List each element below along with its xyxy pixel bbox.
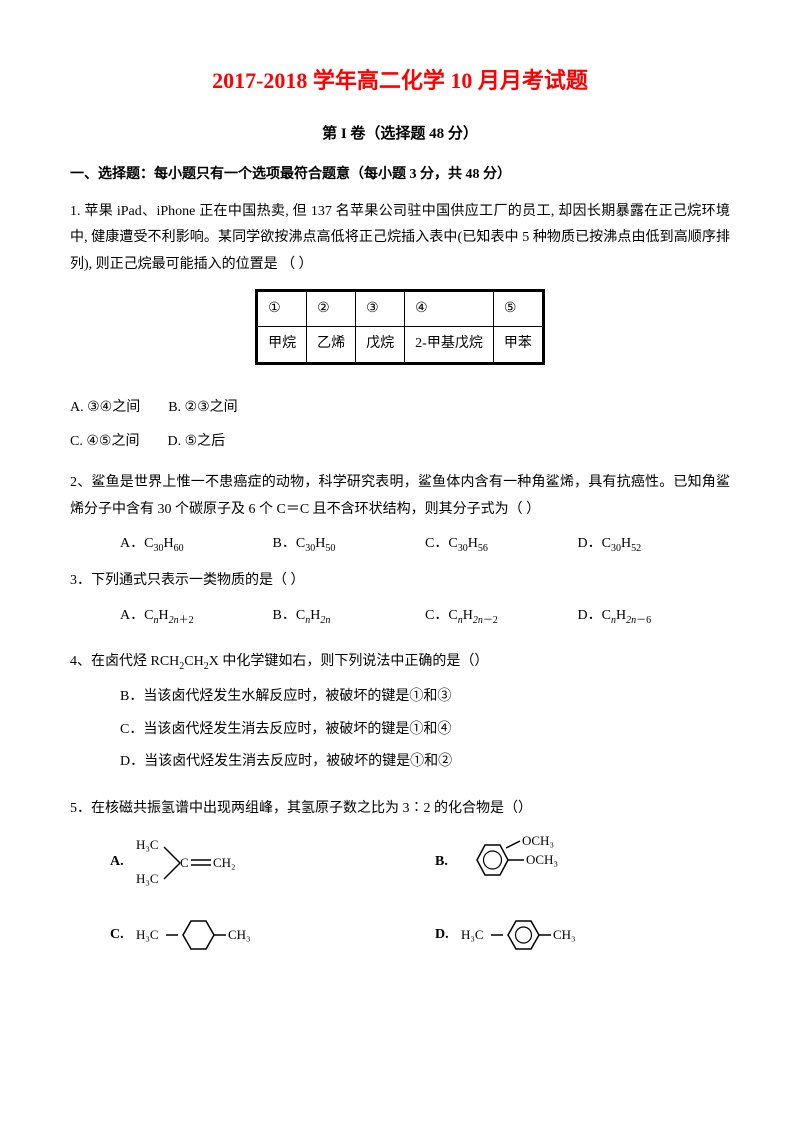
q5-opt-c: C. H₃C CH₃	[110, 913, 405, 958]
q5-opt-a: A. H₃C H₃C C CH₂	[110, 833, 405, 893]
question-4-text: 4、在卤代烃 RCH2CH2X 中化学键如右，则下列说法中正确的是（）	[70, 649, 730, 676]
svg-text:CH₃: CH₃	[228, 927, 251, 942]
q4-opt-d: D．当该卤代烃发生消去反应时，被破坏的键是①和②	[120, 749, 730, 776]
q2-options: A．C30H60 B．C30H50 C．C30H56 D．C30H52	[70, 531, 730, 558]
q1-opt-c: C. ④⑤之间	[70, 434, 139, 449]
q2-opt-d: D．C30H52	[578, 531, 731, 558]
q5-label-b: B.	[435, 849, 448, 876]
question-1-text: 1. 苹果 iPad、iPhone 正在中国热卖, 但 137 名苹果公司驻中国…	[70, 199, 730, 279]
q5-label-a: A.	[110, 849, 124, 876]
q1-options-row1: A. ③④之间 B. ②③之间	[70, 395, 730, 422]
svg-text:OCH₃: OCH₃	[526, 852, 558, 867]
th-2: ②	[307, 290, 356, 327]
th-1: ①	[257, 290, 307, 327]
td-1: 甲烷	[257, 327, 307, 364]
svg-text:H₃C: H₃C	[136, 927, 159, 942]
q2-opt-b: B．C30H50	[273, 531, 426, 558]
structure-b-icon: OCH₃ OCH₃	[460, 833, 580, 893]
structure-d-icon: H₃C CH₃	[461, 913, 611, 958]
svg-text:CH₂: CH₂	[213, 855, 236, 870]
q3-opt-d: D．CnH2n－6	[578, 603, 731, 630]
q1-table: ① ② ③ ④ ⑤ 甲烷 乙烯 戊烷 2-甲基戊烷 甲苯	[255, 289, 545, 365]
q5-opt-d: D. H₃C CH₃	[435, 913, 730, 958]
q2-opt-c: C．C30H56	[425, 531, 578, 558]
th-5: ⑤	[493, 290, 543, 327]
question-5-text: 5．在核磁共振氢谱中出现两组峰，其氢原子数之比为 3∶2 的化合物是（）	[70, 796, 730, 823]
section-subtitle: 第 I 卷（选择题 48 分）	[70, 120, 730, 149]
q5-options: A. H₃C H₃C C CH₂ B. OCH₃ OCH₃ C. H₃C	[70, 833, 730, 958]
q1-options-row2: C. ④⑤之间 D. ⑤之后	[70, 429, 730, 456]
q5-opt-b: B. OCH₃ OCH₃	[435, 833, 730, 893]
svg-text:H₃C: H₃C	[136, 871, 159, 886]
svg-text:H₃C: H₃C	[461, 927, 484, 942]
structure-c-icon: H₃C CH₃	[136, 913, 286, 958]
q1-opt-a: A. ③④之间	[70, 400, 140, 415]
q3-opt-b: B．CnH2n	[273, 603, 426, 630]
q3-opt-c: C．CnH2n－2	[425, 603, 578, 630]
td-3: 戊烷	[356, 327, 405, 364]
svg-text:H₃C: H₃C	[136, 837, 159, 852]
q4-opt-c: C．当该卤代烃发生消去反应时，被破坏的键是①和④	[120, 717, 730, 744]
td-2: 乙烯	[307, 327, 356, 364]
q1-table-wrap: ① ② ③ ④ ⑤ 甲烷 乙烯 戊烷 2-甲基戊烷 甲苯	[70, 289, 730, 365]
td-4: 2-甲基戊烷	[405, 327, 494, 364]
th-4: ④	[405, 290, 494, 327]
th-3: ③	[356, 290, 405, 327]
q1-opt-b: B. ②③之间	[168, 400, 237, 415]
svg-text:OCH₃: OCH₃	[522, 833, 554, 848]
q2-opt-a: A．C30H60	[120, 531, 273, 558]
section-header: 一、选择题：每小题只有一个选项最符合题意（每小题 3 分，共 48 分）	[70, 162, 730, 189]
table-row: 甲烷 乙烯 戊烷 2-甲基戊烷 甲苯	[257, 327, 544, 364]
svg-text:CH₃: CH₃	[553, 927, 576, 942]
table-row: ① ② ③ ④ ⑤	[257, 290, 544, 327]
exam-title: 2017-2018 学年高二化学 10 月月考试题	[70, 60, 730, 102]
q4-options: B．当该卤代烃发生水解反应时，被破坏的键是①和③ C．当该卤代烃发生消去反应时，…	[70, 684, 730, 776]
structure-a-icon: H₃C H₃C C CH₂	[136, 835, 246, 890]
question-3-text: 3．下列通式只表示一类物质的是（ ）	[70, 568, 730, 595]
q3-options: A．CnH2n＋2 B．CnH2n C．CnH2n－2 D．CnH2n－6	[70, 603, 730, 630]
q5-label-d: D.	[435, 922, 449, 949]
td-5: 甲苯	[493, 327, 543, 364]
q4-opt-b: B．当该卤代烃发生水解反应时，被破坏的键是①和③	[120, 684, 730, 711]
q3-opt-a: A．CnH2n＋2	[120, 603, 273, 630]
question-2-text: 2、鲨鱼是世界上惟一不患癌症的动物，科学研究表明，鲨鱼体内含有一种角鲨烯，具有抗…	[70, 470, 730, 523]
q5-label-c: C.	[110, 922, 124, 949]
svg-text:C: C	[180, 855, 189, 870]
q1-opt-d: D. ⑤之后	[167, 434, 225, 449]
